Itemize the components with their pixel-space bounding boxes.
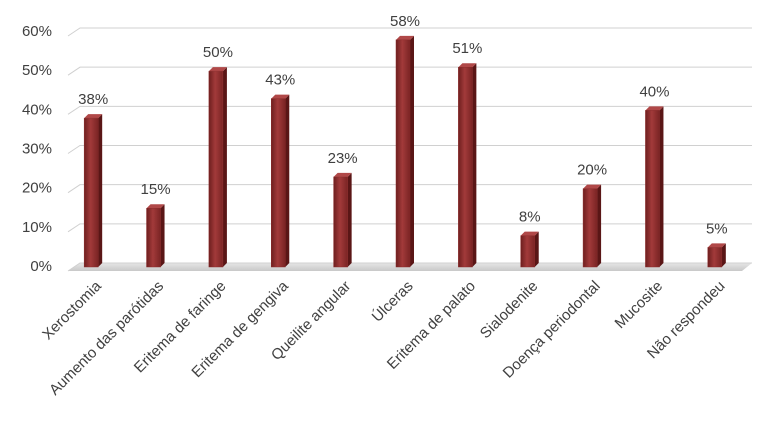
y-tick-label: 50% <box>22 62 52 79</box>
bar-side <box>659 106 664 267</box>
value-label: 58% <box>390 13 420 30</box>
bar-side <box>160 204 165 267</box>
bar <box>83 117 99 268</box>
y-tick-label: 10% <box>22 219 52 236</box>
bar-side <box>222 67 227 268</box>
bar <box>208 70 224 268</box>
x-tick-label: Sialodenite <box>477 278 542 343</box>
bar-side <box>285 94 290 267</box>
bar <box>645 110 660 268</box>
bar <box>395 39 411 268</box>
bar-top <box>271 94 290 99</box>
value-label: 43% <box>265 72 295 89</box>
bar-side <box>347 172 352 267</box>
value-label: 15% <box>141 181 171 198</box>
value-label: 40% <box>639 83 669 100</box>
grid-line <box>67 27 752 37</box>
bar-top <box>208 67 227 72</box>
x-tick-label: Úlceras <box>369 278 417 326</box>
bar-side <box>472 63 477 267</box>
value-label: 51% <box>452 40 482 57</box>
y-tick-label: 0% <box>30 258 52 275</box>
grid-line <box>67 66 752 76</box>
y-tick-label: 30% <box>22 140 52 157</box>
bar-top <box>333 172 352 177</box>
bar-top <box>520 231 539 236</box>
value-label: 20% <box>577 162 607 179</box>
value-label: 50% <box>203 44 233 61</box>
bar <box>582 188 598 268</box>
x-tick-label: Mucosite <box>612 278 666 332</box>
bar <box>271 98 286 268</box>
bar-side <box>534 231 539 267</box>
y-tick-label: 60% <box>22 23 52 40</box>
bar-top <box>707 243 726 248</box>
bar <box>520 235 535 268</box>
bar-side <box>410 35 414 268</box>
grid-line <box>67 105 752 115</box>
value-label: 8% <box>519 209 541 226</box>
bar <box>458 67 473 268</box>
grid-line <box>67 184 752 194</box>
bar-top <box>84 114 103 119</box>
bar-side <box>98 114 103 268</box>
grid-line <box>67 145 752 154</box>
x-tick-label: Aumento das parótidas <box>46 278 167 399</box>
bar-side <box>721 243 726 267</box>
x-tick-label: Xerostomia <box>39 277 105 343</box>
grid-line <box>67 223 752 233</box>
y-tick-label: 40% <box>22 101 52 118</box>
bar <box>333 176 348 268</box>
bar-top <box>583 184 602 189</box>
value-label: 38% <box>78 91 108 108</box>
value-label: 5% <box>706 220 728 237</box>
y-tick-label: 20% <box>22 180 52 197</box>
bar-top <box>396 35 414 40</box>
bar-side <box>597 184 602 267</box>
bar <box>707 247 723 268</box>
bar-top <box>645 106 664 111</box>
bar-top <box>146 204 165 209</box>
bar <box>146 208 161 268</box>
bar-top <box>458 63 477 68</box>
value-label: 23% <box>328 150 358 167</box>
